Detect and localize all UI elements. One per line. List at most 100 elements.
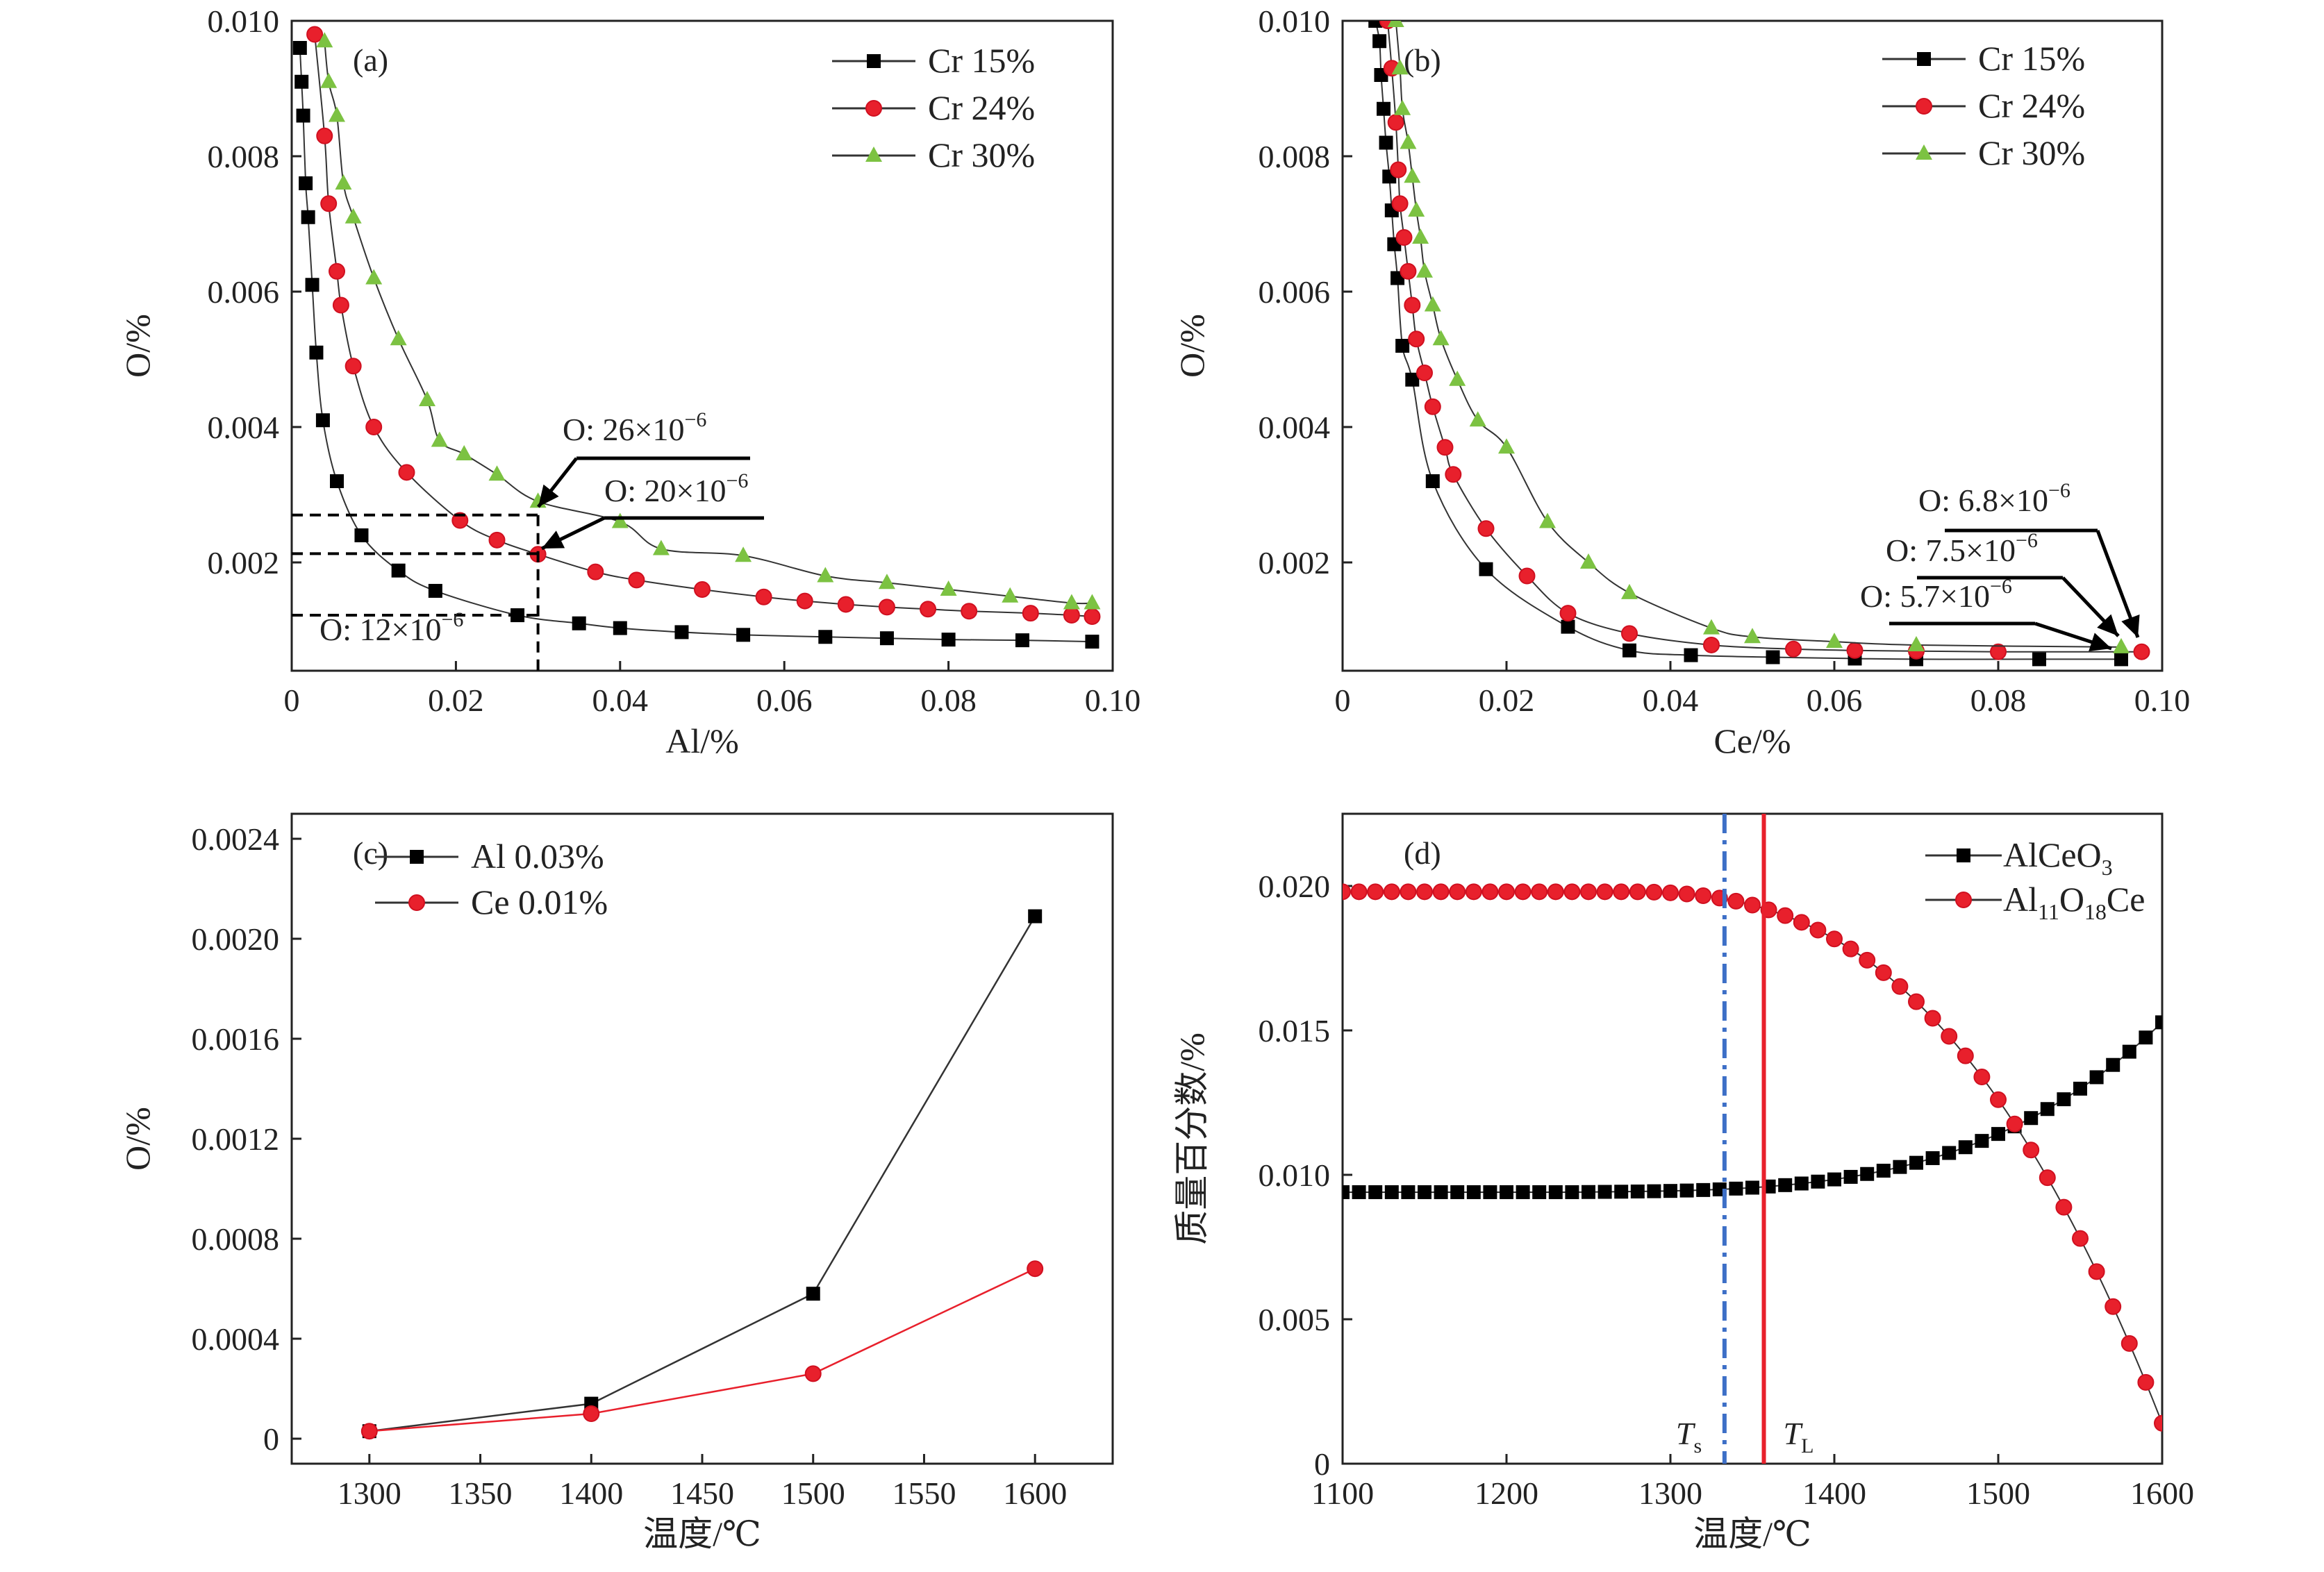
data-point: [1445, 466, 1462, 483]
data-point: [2155, 1015, 2162, 1030]
data-point: [1990, 643, 2007, 660]
data-point: [1629, 883, 1646, 901]
data-point: [345, 208, 362, 224]
data-point: [2137, 1373, 2155, 1391]
legend-label: Cr 30%: [1978, 133, 2085, 172]
data-point: [1793, 914, 1810, 931]
data-point: [1408, 201, 1425, 217]
data-point: [1418, 1185, 1431, 1199]
data-point: [628, 571, 645, 589]
data-point: [315, 413, 330, 428]
legend-marker: [410, 850, 424, 864]
data-point: [1394, 99, 1411, 115]
data-point: [735, 546, 752, 562]
data-point: [1990, 1091, 2007, 1108]
data-point: [2120, 1335, 2138, 1352]
series-line: [324, 41, 1093, 605]
legend-sub: 18: [2084, 899, 2107, 924]
x-tick-label: 1550: [892, 1475, 956, 1511]
data-point: [2089, 1070, 2104, 1085]
series-al11o18ce: [1343, 883, 2162, 1432]
data-point: [1727, 892, 1745, 910]
x-tick-label: 1200: [1475, 1475, 1538, 1511]
data-point: [1794, 1176, 1809, 1191]
data-point: [1991, 1127, 2005, 1142]
data-point: [1498, 883, 1515, 901]
data-point: [345, 358, 362, 375]
data-point: [1663, 1184, 1677, 1198]
data-point: [1500, 1185, 1513, 1199]
data-point: [1352, 1185, 1366, 1199]
data-point: [1372, 34, 1387, 49]
series-cr-30-: [1387, 21, 2130, 653]
data-point: [755, 588, 772, 605]
y-tick-label: 0.008: [1259, 139, 1331, 174]
data-point: [1925, 1151, 1940, 1165]
data-point: [456, 445, 473, 460]
data-point: [1408, 331, 1425, 348]
data-point: [292, 41, 307, 55]
x-tick-label: 1400: [559, 1475, 623, 1511]
x-tick-label: 0.06: [756, 683, 813, 718]
data-point: [1368, 21, 1383, 28]
data-point: [2122, 1044, 2136, 1059]
data-point: [940, 580, 957, 596]
data-point: [1811, 1174, 1825, 1189]
series-line: [1343, 891, 2162, 1424]
data-point: [488, 531, 506, 549]
y-tick-label: 0.0020: [192, 921, 280, 957]
data-point: [1621, 625, 1638, 642]
x-tick-label: 0.10: [2134, 683, 2191, 718]
data-point: [1027, 1260, 1044, 1278]
data-point: [804, 1365, 822, 1382]
data-point: [1084, 594, 1101, 610]
y-tick-label: 0.006: [1259, 274, 1331, 310]
annotation-base: O: 5.7×10: [1860, 578, 1990, 614]
arrow-head: [2121, 614, 2140, 637]
data-point: [1401, 1185, 1416, 1199]
data-point: [316, 127, 333, 144]
data-point: [1942, 1146, 1957, 1160]
data-point: [1368, 1185, 1383, 1199]
data-point: [1466, 1185, 1481, 1199]
panel-c: 1300 1350 1400 1450 1500 1550 1600 0 0.0004 0.000…: [118, 812, 1114, 1553]
data-point: [1695, 887, 1712, 904]
data-point: [1766, 650, 1780, 664]
plot-frame: [1341, 812, 2164, 1465]
data-point: [2154, 1414, 2162, 1432]
x-tick-label: 0: [284, 683, 300, 718]
data-point: [1859, 951, 1876, 969]
data-point: [1645, 883, 1663, 901]
data-point: [2032, 652, 2046, 667]
data-point: [320, 72, 338, 88]
data-point: [1826, 633, 1843, 649]
data-point: [1469, 411, 1486, 427]
legend-part: O: [2059, 880, 2084, 919]
legend-part: Al: [2003, 880, 2038, 919]
data-point: [1387, 114, 1404, 131]
annotation-text: O: 7.5×10−6: [1886, 529, 2038, 568]
data-point: [1531, 883, 1548, 901]
data-point: [332, 296, 349, 314]
annotation-base: O: 26×10: [563, 412, 684, 447]
x-tick-label: 1100: [1311, 1475, 1374, 1511]
x-tick-label: 0.04: [1643, 683, 1699, 718]
data-point: [1597, 1185, 1612, 1199]
legend-label: Al 0.03%: [471, 837, 604, 876]
y-tick-label: 0.010: [1259, 1157, 1331, 1193]
data-point: [878, 574, 895, 590]
y-tick-label: 0.015: [1259, 1013, 1331, 1048]
plot-frame: [1341, 19, 2164, 672]
plot-frame: [290, 812, 1114, 1465]
y-tick-label: 0.008: [208, 139, 280, 174]
legend-label: Cr 15%: [1978, 39, 2085, 78]
vline-label: Ts: [1676, 1416, 1702, 1457]
annotation-base: O: 6.8×10: [1918, 483, 2048, 518]
y-tick-label: 0.0016: [192, 1021, 280, 1057]
data-point: [2023, 1142, 2040, 1159]
data-point: [572, 616, 586, 630]
data-point: [1391, 59, 1409, 75]
data-point: [1404, 167, 1421, 183]
data-point: [428, 583, 442, 598]
data-point: [2039, 1169, 2056, 1187]
